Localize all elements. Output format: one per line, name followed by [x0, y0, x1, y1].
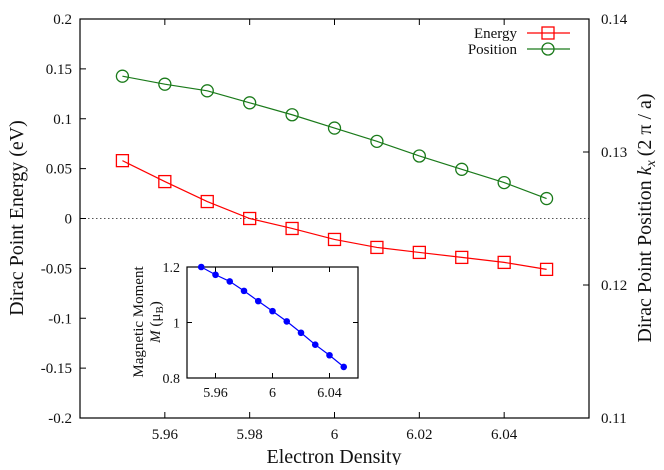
- y-left-axis-label: Dirac Point Energy (eV): [6, 120, 28, 316]
- series-line-energy: [122, 160, 547, 270]
- y-right-label-text: Dirac Point Position: [634, 180, 656, 342]
- data-point-energy: [412, 245, 426, 260]
- inset-data-point: [297, 329, 305, 337]
- data-point-energy: [497, 255, 511, 270]
- x-tick-label: 6.04: [491, 427, 518, 443]
- y-left-tick-label: 0.1: [53, 112, 72, 128]
- y-left-tick-label: 0: [65, 212, 73, 228]
- data-point-position: [539, 191, 554, 206]
- inset-data-point: [326, 351, 333, 359]
- y-left-tick-label: -0.15: [41, 361, 72, 377]
- y-right-label-var: k: [634, 165, 656, 175]
- data-point-energy: [455, 250, 469, 265]
- data-point-energy: [327, 232, 342, 247]
- data-point-position: [412, 149, 426, 163]
- inset-x-tick-label: 6.04: [317, 386, 342, 401]
- y-left-tick-label: 0.2: [53, 12, 72, 28]
- x-tick-label: 6.02: [406, 427, 432, 443]
- data-point-energy: [115, 153, 130, 168]
- series-line-position: [122, 75, 547, 200]
- data-point-position: [243, 96, 257, 110]
- inset-data-point: [212, 271, 219, 279]
- inset-data-point: [340, 363, 348, 371]
- data-point-position: [285, 108, 299, 122]
- y-right-label-sub: x: [644, 159, 659, 167]
- y-left-tick-label: -0.05: [41, 261, 72, 277]
- plot-frame: [79, 18, 590, 419]
- x-tick-label: 6: [331, 427, 339, 443]
- inset-background: [187, 267, 358, 378]
- y-right-tick-label: 0.13: [601, 145, 627, 161]
- y-right-tick-label: 0.11: [601, 411, 627, 427]
- data-point-position: [115, 69, 130, 83]
- data-point-position: [200, 84, 214, 98]
- data-point-energy: [200, 194, 214, 209]
- data-point-energy: [158, 174, 172, 189]
- y-left-tick-label: 0.15: [46, 62, 72, 78]
- data-point-energy: [243, 211, 257, 226]
- data-point-energy: [370, 240, 384, 255]
- data-point-energy: [539, 262, 554, 277]
- x-tick-label: 5.96: [152, 427, 179, 443]
- main-plot: 5.96 5.98 6 6.02 6.04 0.2 0.15 0.1 0.05 0 -0.05 -0.…: [41, 12, 628, 443]
- data-point-position: [455, 162, 469, 176]
- y-left-tick-label: -0.1: [48, 311, 72, 327]
- inset-y-tick-label: 1.2: [163, 261, 181, 276]
- y-right-tick-label: 0.14: [601, 12, 628, 28]
- legend-label-position: Position: [468, 42, 518, 58]
- data-point-position: [327, 121, 342, 135]
- x-tick-label: 5.98: [237, 427, 263, 443]
- inset-x-tick-label: 6: [269, 386, 276, 401]
- inset-y-label-unit: (μ: [148, 314, 164, 327]
- inset-data-point: [226, 278, 234, 285]
- inset-x-tick-label: 5.96: [203, 386, 228, 401]
- legend-marker-position: [541, 42, 555, 56]
- inset-y-tick-label: 1: [173, 317, 180, 332]
- inset-data-point: [311, 341, 319, 349]
- inset-y-label-var: M: [148, 329, 164, 344]
- y-right-axis-label: Dirac Point Position kx (2 π / a): [634, 93, 659, 342]
- legend-marker-energy: [541, 26, 555, 40]
- inset-plot: 5.96 6 6.04 1.2 1 0.8: [163, 261, 359, 401]
- data-point-energy: [285, 221, 299, 236]
- inset-data-point: [254, 297, 262, 305]
- inset-data-point: [240, 287, 248, 295]
- inset-data-point: [283, 318, 291, 325]
- data-point-position: [497, 175, 511, 190]
- inset-data-point: [197, 263, 205, 271]
- data-point-position: [158, 77, 172, 91]
- data-point-position: [370, 134, 384, 149]
- inset-y-tick-label: 0.8: [163, 372, 181, 387]
- y-right-tick-label: 0.12: [601, 278, 627, 294]
- y-left-tick-label: 0.05: [46, 162, 72, 178]
- inset-y-label-sub: B: [154, 306, 166, 313]
- y-right-label-unit: (2 π / a): [634, 93, 656, 156]
- inset-y-label-line1: Magnetic Moment: [131, 266, 147, 378]
- inset-frame: [186, 266, 359, 379]
- inset-y-label-line2: M (μB): [148, 301, 166, 344]
- y-left-tick-label: -0.2: [48, 411, 72, 427]
- inset-data-point: [269, 307, 276, 315]
- x-axis-label: Electron Density: [267, 446, 402, 465]
- legend-label-energy: Energy: [474, 26, 518, 42]
